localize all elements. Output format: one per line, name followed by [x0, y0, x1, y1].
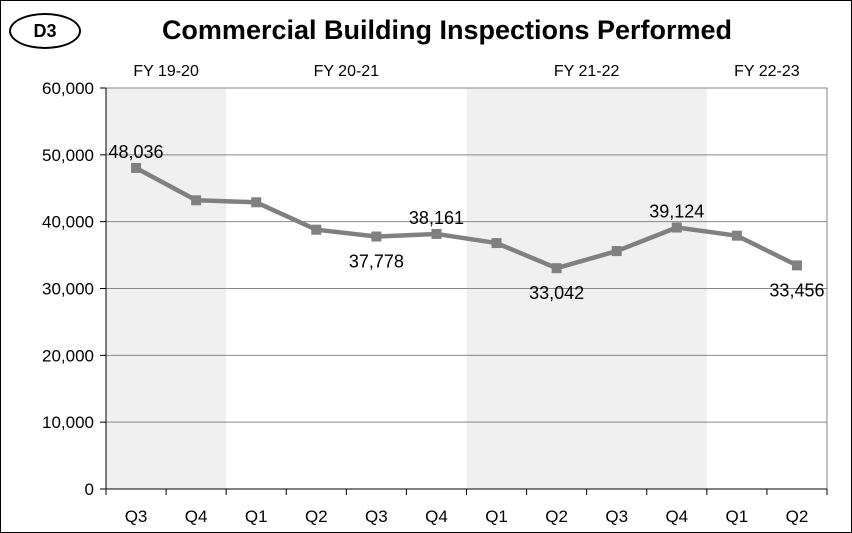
x-tick-label: Q1 — [485, 507, 508, 526]
y-tick-label: 50,000 — [42, 146, 94, 165]
x-tick-label: Q2 — [545, 507, 568, 526]
y-tick-label: 20,000 — [42, 346, 94, 365]
data-label: 37,778 — [349, 252, 404, 272]
x-tick-label: Q4 — [425, 507, 448, 526]
fiscal-year-label: FY 22-23 — [734, 63, 800, 80]
data-point-marker — [791, 260, 802, 271]
data-point-marker — [371, 231, 382, 242]
y-tick-label: 10,000 — [42, 413, 94, 432]
data-label: 33,042 — [529, 283, 584, 303]
x-tick-label: Q4 — [665, 507, 688, 526]
series-line — [134, 165, 798, 271]
data-point-marker — [251, 197, 262, 208]
x-tick-label: Q3 — [605, 507, 628, 526]
x-tick-label: Q3 — [365, 507, 388, 526]
x-tick-label: Q2 — [786, 507, 809, 526]
data-label: 48,036 — [109, 142, 164, 162]
chart-title: Commercial Building Inspections Performe… — [161, 15, 733, 45]
y-tick-label: 40,000 — [42, 213, 94, 232]
x-tick-label: Q4 — [185, 507, 208, 526]
y-tick-label: 60,000 — [42, 79, 94, 98]
chart-id-badge: D3 — [9, 13, 81, 49]
fiscal-year-label: FY 20-21 — [314, 63, 380, 80]
data-point-marker — [311, 224, 322, 235]
y-tick-label: 30,000 — [42, 280, 94, 299]
fiscal-year-label: FY 19-20 — [133, 63, 199, 80]
y-tick-label: 0 — [85, 480, 94, 499]
x-tick-label: Q3 — [125, 507, 148, 526]
fiscal-year-label: FY 21-22 — [554, 63, 620, 80]
data-point-marker — [551, 263, 562, 274]
data-point-marker — [731, 230, 742, 241]
data-label: 39,124 — [649, 202, 704, 222]
data-point-marker — [131, 162, 142, 173]
data-point-marker — [431, 228, 442, 239]
x-tick-label: Q1 — [245, 507, 268, 526]
data-label: 38,161 — [409, 208, 464, 228]
data-point-marker — [191, 195, 202, 206]
data-point-marker — [671, 222, 682, 233]
x-tick-label: Q1 — [726, 507, 749, 526]
x-tick-label: Q2 — [305, 507, 328, 526]
data-point-marker — [491, 238, 502, 249]
data-point-marker — [611, 246, 622, 257]
data-label: 33,456 — [769, 280, 824, 300]
